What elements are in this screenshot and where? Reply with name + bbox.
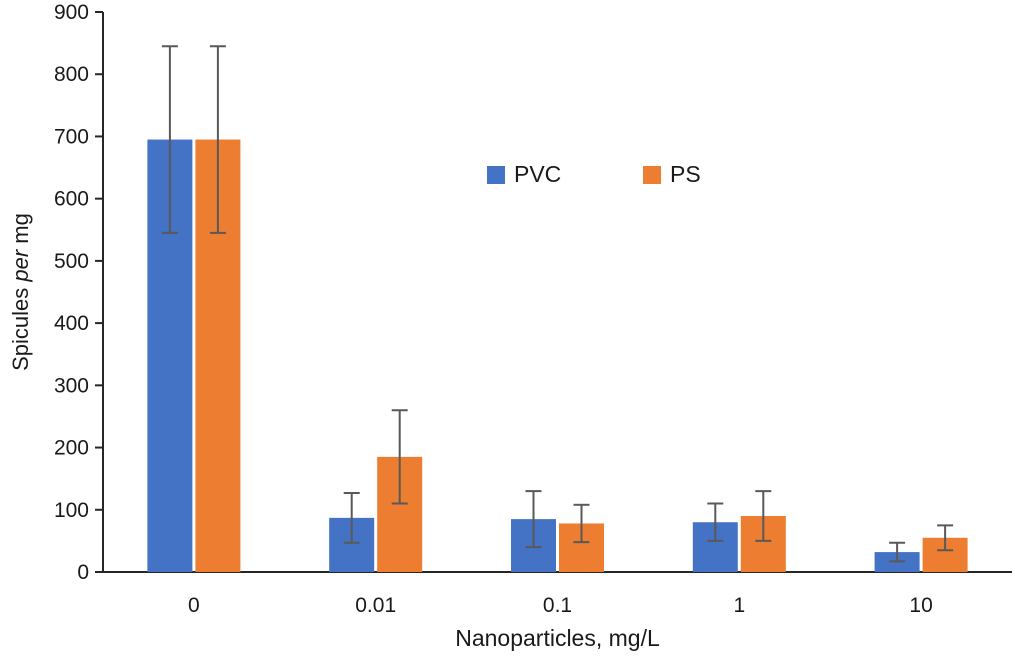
y-tick-label: 700 <box>54 125 89 148</box>
x-axis-title: Nanoparticles, mg/L <box>455 625 660 651</box>
y-tick-label: 800 <box>54 63 89 86</box>
x-tick-label: 0 <box>188 594 200 617</box>
y-axis-title: Spicules per mg <box>8 213 33 371</box>
y-tick-label: 400 <box>54 312 89 335</box>
x-tick-label: 1 <box>733 594 745 617</box>
y-tick-label: 600 <box>54 188 89 211</box>
y-tick-label: 900 <box>54 1 89 24</box>
y-tick-label: 300 <box>54 374 89 397</box>
y-tick-label: 100 <box>54 499 89 522</box>
y-tick-label: 500 <box>54 250 89 273</box>
legend-swatch-pvc <box>487 166 505 184</box>
legend-label-ps: PS <box>670 161 701 187</box>
x-tick-label: 10 <box>909 594 932 617</box>
x-tick-label: 0.1 <box>543 594 572 617</box>
y-tick-label: 0 <box>77 561 89 584</box>
legend-swatch-ps <box>643 166 661 184</box>
legend-label-pvc: PVC <box>514 161 561 187</box>
y-tick-label: 200 <box>54 437 89 460</box>
x-tick-label: 0.01 <box>355 594 396 617</box>
